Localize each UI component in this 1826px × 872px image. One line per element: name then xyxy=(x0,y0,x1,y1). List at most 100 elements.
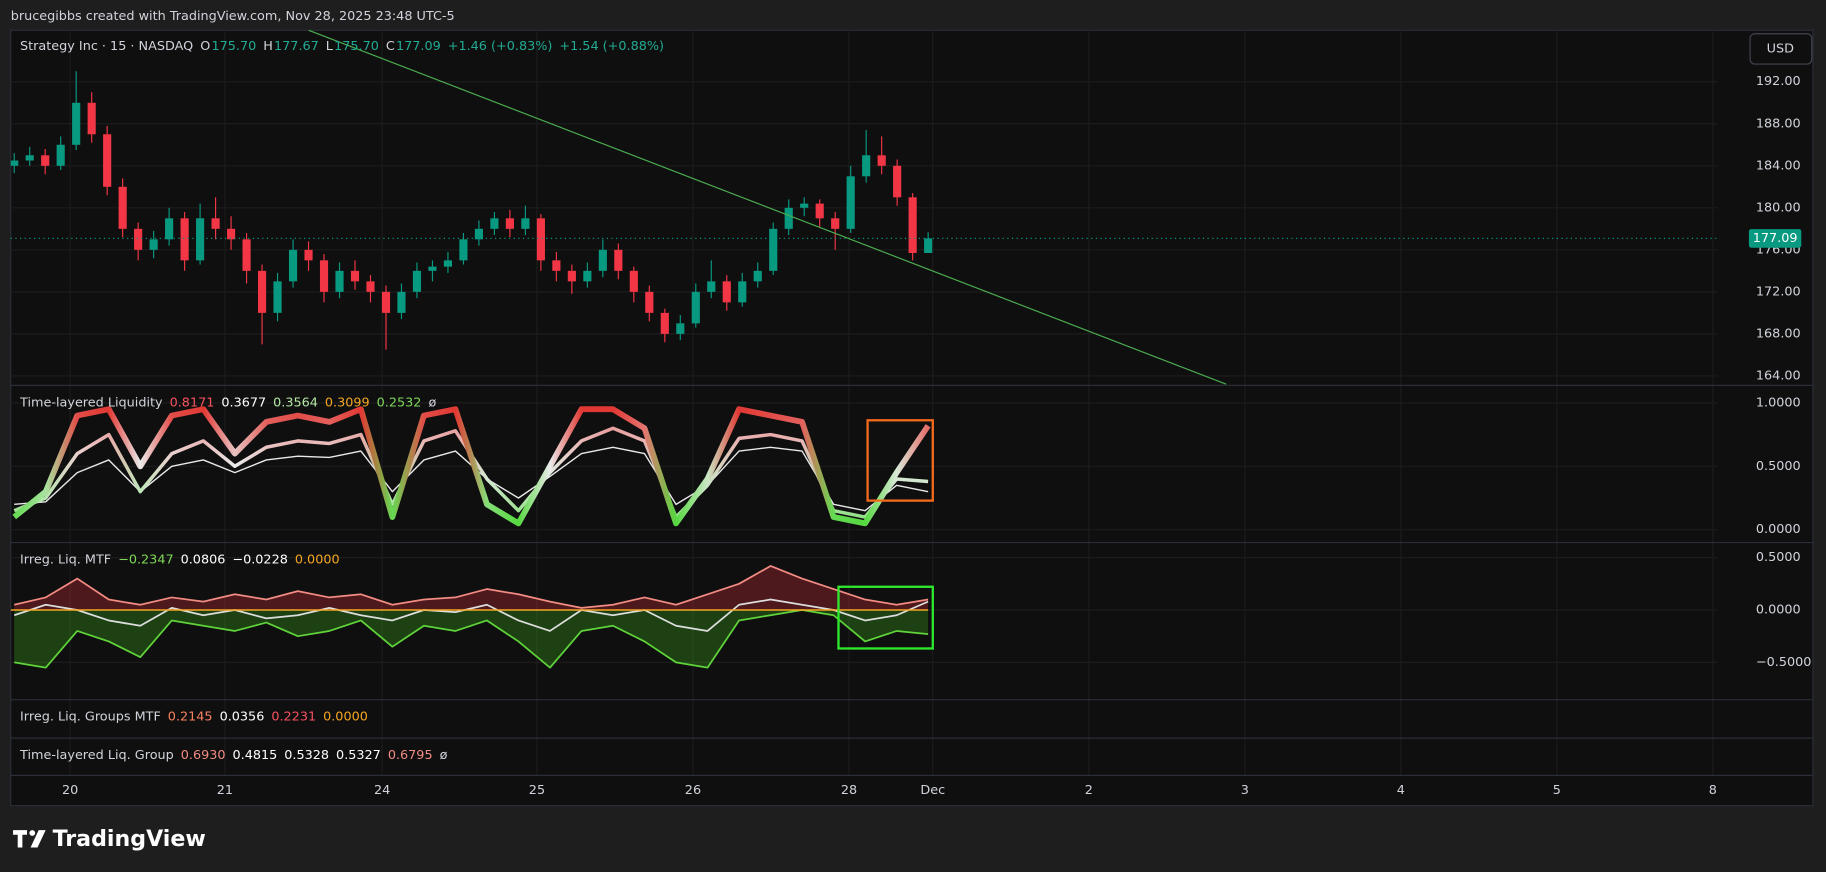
candle-body xyxy=(242,239,251,271)
candle-body xyxy=(924,238,933,253)
candle-body xyxy=(412,270,422,292)
candle-body xyxy=(459,239,468,261)
indicator-line xyxy=(14,609,929,669)
x-tick-label: 5 xyxy=(1553,783,1561,798)
indicator-value: 0.3099 xyxy=(325,395,370,410)
indicator-value: 0.2231 xyxy=(271,710,316,725)
candle-body xyxy=(56,144,65,166)
logo-icon xyxy=(29,830,36,836)
x-tick-label: 24 xyxy=(374,783,390,798)
y-tick-label: 1.0000 xyxy=(1756,395,1801,410)
indicator-value: 0.0356 xyxy=(220,710,265,725)
candle-body xyxy=(273,281,282,313)
candle-body xyxy=(41,155,50,166)
y-tick-label: 0.5000 xyxy=(1756,550,1801,565)
indicator-value: 0.5327 xyxy=(336,748,381,763)
ohlc-key: L xyxy=(326,39,334,54)
ohlc-value: 177.67 xyxy=(274,39,319,54)
x-tick-label: 2 xyxy=(1085,783,1093,798)
candle-body xyxy=(629,270,638,292)
candle-body xyxy=(211,218,220,229)
candle-body xyxy=(908,197,917,253)
candle-body xyxy=(149,239,158,250)
ohlc-value: 177.09 xyxy=(396,39,441,54)
x-tick-label: 25 xyxy=(529,783,545,798)
indicator-line xyxy=(13,598,929,632)
indicator-value: 0.6930 xyxy=(181,748,226,763)
candle-body xyxy=(784,207,793,229)
indicator-line xyxy=(12,406,931,527)
last-price-tag xyxy=(1748,229,1802,248)
x-tick-label: 20 xyxy=(62,783,78,798)
y-tick-label: 172.00 xyxy=(1756,284,1801,299)
logo: TradingView xyxy=(13,826,206,852)
last-price-label: 177.09 xyxy=(1753,231,1798,246)
candle-body xyxy=(397,291,406,313)
candle-body xyxy=(738,281,747,303)
candle-body xyxy=(505,218,514,229)
candle-body xyxy=(800,203,809,208)
indicator-title: Irreg. Liq. Groups MTF xyxy=(20,710,161,725)
candle-body xyxy=(815,203,824,219)
candle-body xyxy=(877,155,886,166)
candle-body xyxy=(598,249,607,271)
candle-body xyxy=(87,102,96,135)
ohlc-value: 175.70 xyxy=(211,39,256,54)
indicator-title: Irreg. Liq. MTF xyxy=(20,552,111,567)
candle-body xyxy=(428,266,437,271)
y-tick-label: 180.00 xyxy=(1756,200,1801,215)
candle-body xyxy=(614,249,623,271)
candle-body xyxy=(134,228,143,250)
area-fill xyxy=(14,610,929,668)
irregular-liquidity xyxy=(10,565,929,669)
candle-body xyxy=(288,249,298,282)
indicator-title: Time-layered Liq. Group xyxy=(19,748,174,763)
candle-body xyxy=(25,155,34,161)
indicator-value: 0.3564 xyxy=(273,395,318,410)
indicator-value: ø xyxy=(428,395,436,410)
candle-body xyxy=(366,281,375,292)
indicator-value: 0.8171 xyxy=(170,395,215,410)
logo-icon xyxy=(30,830,46,848)
candle-body xyxy=(10,160,19,166)
indicator-value: ø xyxy=(440,748,448,763)
grid xyxy=(10,30,1718,776)
candle-body xyxy=(583,270,592,282)
ohlc-key: H xyxy=(263,39,273,54)
indicator-line xyxy=(14,565,929,609)
candle-body xyxy=(227,228,236,240)
candle-body xyxy=(862,155,871,177)
currency[interactable]: USD xyxy=(1767,41,1794,56)
currency-button[interactable] xyxy=(1749,33,1813,65)
y-tick-label: 0.0000 xyxy=(1756,522,1801,537)
trend-line xyxy=(308,29,1227,385)
candle-body xyxy=(335,270,344,292)
logo-icon xyxy=(13,830,28,848)
candle-body xyxy=(257,270,267,313)
indicator-value: 0.6795 xyxy=(388,748,433,763)
symbol: Strategy Inc · 15 · NASDAQ xyxy=(20,39,193,54)
y-tick-label: 0.0000 xyxy=(1756,603,1801,618)
candle-body xyxy=(536,218,545,261)
candle-body xyxy=(490,218,499,229)
indicator-value: 0.2532 xyxy=(377,395,422,410)
change: +1.54 (+0.88%) xyxy=(559,39,664,54)
x-tick-label: 21 xyxy=(217,783,233,798)
candle-body xyxy=(831,218,840,229)
ohlc-key: C xyxy=(386,39,395,54)
candle-body xyxy=(676,323,685,334)
x-tick-label: 28 xyxy=(841,783,857,798)
indicator-title: Time-layered Liquidity xyxy=(19,395,163,410)
indicator-value: −0.0228 xyxy=(232,552,288,567)
candle-body xyxy=(753,270,762,282)
x-tick-label: 8 xyxy=(1709,783,1717,798)
indicator-value: 0.2145 xyxy=(168,710,213,725)
y-tick-label: 184.00 xyxy=(1756,158,1801,173)
indicator-value: 0.5328 xyxy=(284,748,329,763)
candle-body xyxy=(103,134,112,187)
liquidity-lines xyxy=(12,406,931,527)
y-tick-label: −0.5000 xyxy=(1756,655,1811,670)
marks xyxy=(10,71,1718,669)
candle-body xyxy=(769,228,778,271)
